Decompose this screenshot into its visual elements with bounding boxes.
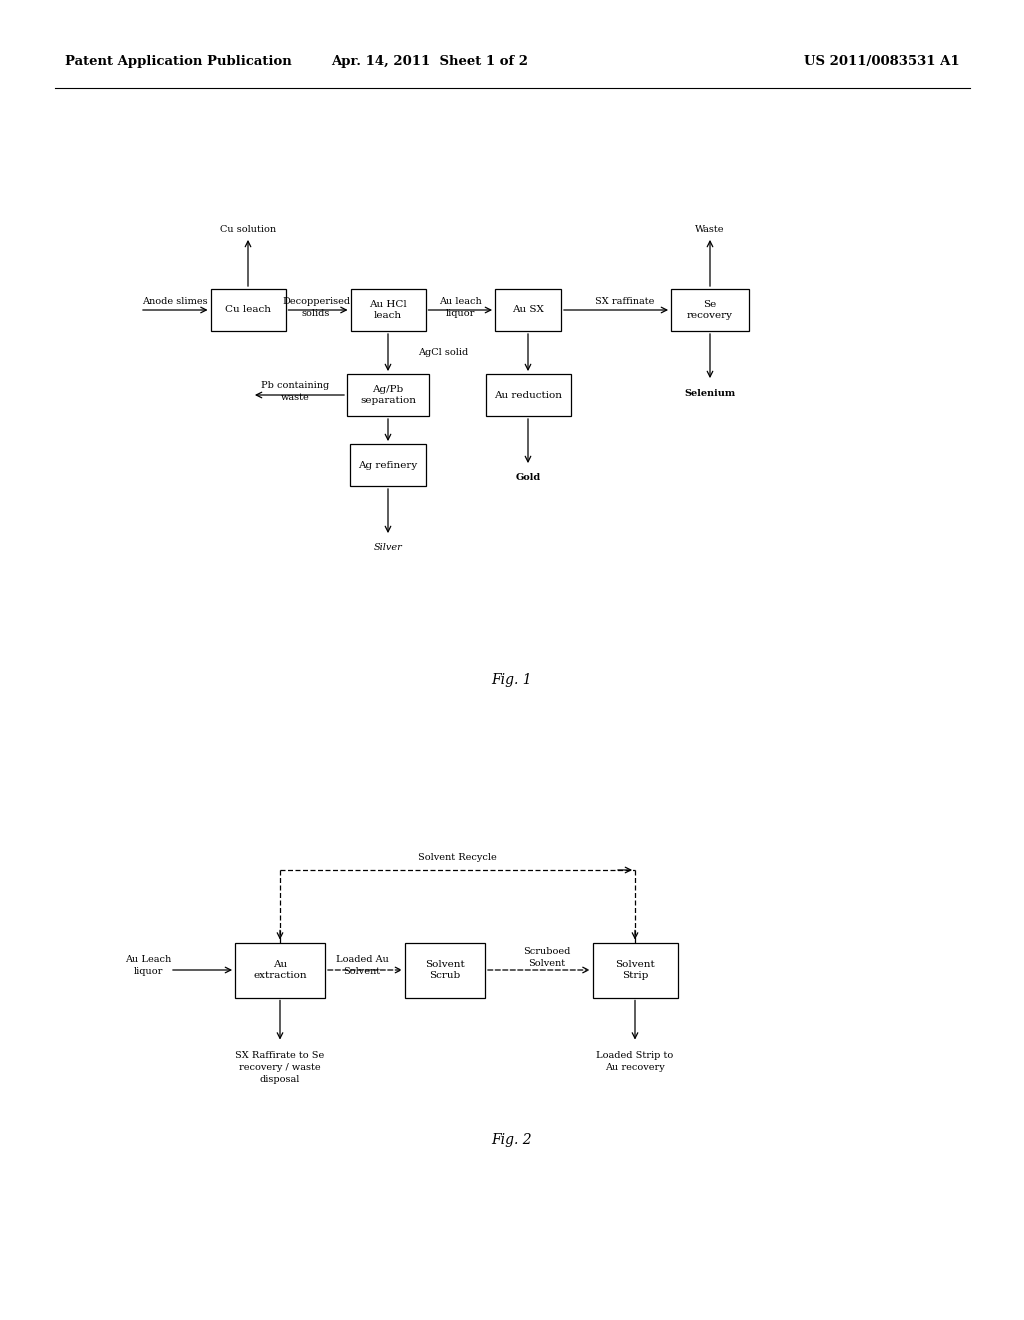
Text: Cu solution: Cu solution <box>220 224 276 234</box>
Text: Gold: Gold <box>515 474 541 483</box>
Text: Anode slimes: Anode slimes <box>142 297 208 305</box>
Text: solids: solids <box>302 309 330 318</box>
Text: recovery / waste: recovery / waste <box>240 1063 321 1072</box>
Text: SX Raffirate to Se: SX Raffirate to Se <box>236 1051 325 1060</box>
Bar <box>406 942 485 998</box>
Text: Pb containing: Pb containing <box>261 381 329 391</box>
Bar <box>234 942 325 998</box>
Text: Au SX: Au SX <box>512 305 544 314</box>
Text: Fig. 2: Fig. 2 <box>492 1133 532 1147</box>
Text: Au HCl
leach: Au HCl leach <box>369 300 407 319</box>
Text: Se
recovery: Se recovery <box>687 300 733 319</box>
Text: Au Leach: Au Leach <box>125 954 171 964</box>
Text: Fig. 1: Fig. 1 <box>492 673 532 686</box>
Text: Waste: Waste <box>695 224 725 234</box>
Text: Ag refinery: Ag refinery <box>358 461 418 470</box>
Bar <box>350 444 426 486</box>
Text: Scruboed: Scruboed <box>523 948 570 957</box>
Text: liquor: liquor <box>133 966 163 975</box>
Text: Apr. 14, 2011  Sheet 1 of 2: Apr. 14, 2011 Sheet 1 of 2 <box>332 55 528 69</box>
Text: Au leach: Au leach <box>438 297 481 305</box>
Bar <box>495 289 561 331</box>
Text: Selenium: Selenium <box>684 388 735 397</box>
Text: Decopperised: Decopperised <box>282 297 350 305</box>
Bar <box>671 289 749 331</box>
Text: Solvent
Strip: Solvent Strip <box>615 961 655 979</box>
Bar <box>350 289 426 331</box>
Text: Cu leach: Cu leach <box>225 305 271 314</box>
Text: Solvent
Scrub: Solvent Scrub <box>425 961 465 979</box>
Text: disposal: disposal <box>260 1074 300 1084</box>
Text: Au recovery: Au recovery <box>605 1063 665 1072</box>
Text: Loaded Strip to: Loaded Strip to <box>596 1051 674 1060</box>
Text: waste: waste <box>281 393 309 403</box>
Text: Au
extraction: Au extraction <box>253 961 307 979</box>
Text: Au reduction: Au reduction <box>494 391 562 400</box>
Text: Loaded Au: Loaded Au <box>336 954 388 964</box>
Bar <box>593 942 678 998</box>
Text: Ag/Pb
separation: Ag/Pb separation <box>360 385 416 405</box>
Bar <box>211 289 286 331</box>
Bar <box>347 374 429 416</box>
Text: liquor: liquor <box>445 309 475 318</box>
Text: AgCl solid: AgCl solid <box>418 348 468 356</box>
Bar <box>485 374 570 416</box>
Text: Solvent Recycle: Solvent Recycle <box>418 854 497 862</box>
Text: US 2011/0083531 A1: US 2011/0083531 A1 <box>805 55 961 69</box>
Text: Patent Application Publication: Patent Application Publication <box>65 55 292 69</box>
Text: Solvent: Solvent <box>528 960 565 969</box>
Text: Silver: Silver <box>374 544 402 553</box>
Text: Solvent: Solvent <box>343 966 381 975</box>
Text: SX raffinate: SX raffinate <box>595 297 654 305</box>
